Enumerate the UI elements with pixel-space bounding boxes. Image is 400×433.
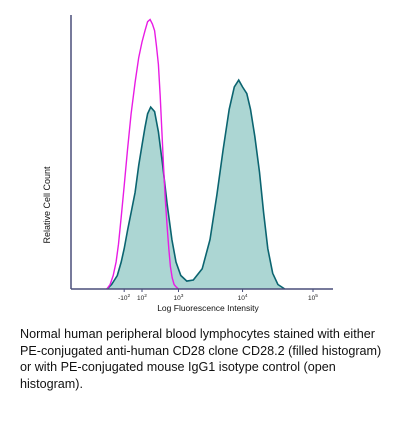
x-tick-label: 104: [238, 293, 248, 302]
x-axis-ticks: -102 102 103 104 105: [118, 289, 318, 302]
filled-histogram-outline: [106, 78, 286, 290]
histogram-chart: -102 102 103 104 105 Log Fluorescence Intens…: [70, 15, 333, 313]
x-axis-label: Log Fluorescence Intensity: [157, 303, 259, 313]
y-axis-label: Relative Cell Count: [42, 166, 52, 244]
filled-histogram-area: [106, 80, 285, 289]
x-tick-label: 105: [308, 293, 318, 302]
histogram-marks: [106, 18, 286, 290]
x-tick-label: -102: [118, 293, 130, 302]
open-histogram-line: [106, 18, 179, 290]
x-tick-label: 102: [137, 293, 147, 302]
x-tick-label: 103: [174, 293, 184, 302]
figure-caption: Normal human peripheral blood lymphocyte…: [20, 327, 382, 391]
